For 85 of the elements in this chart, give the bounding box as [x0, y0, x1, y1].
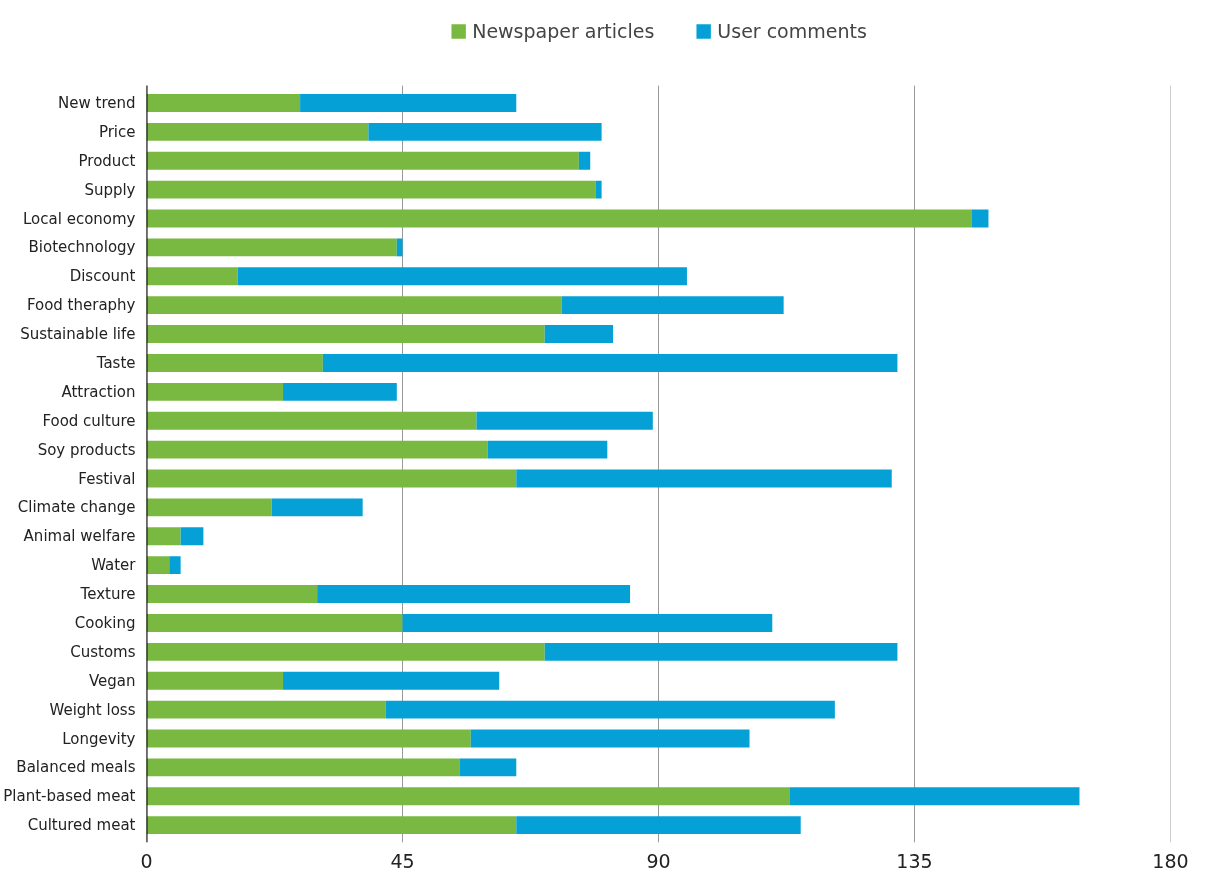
bar [237, 267, 687, 286]
x-tick-label: 135 [896, 849, 933, 872]
y-tick-label: Texture [79, 585, 136, 604]
bar [385, 700, 835, 719]
y-tick-label: Discount [69, 267, 136, 286]
bar [146, 700, 386, 719]
y-tick-label: Product [78, 151, 136, 170]
bar [283, 382, 397, 401]
bar [146, 238, 397, 257]
bar [459, 758, 517, 777]
bar [544, 325, 613, 344]
bar [146, 440, 488, 459]
legend-label: User comments [717, 20, 867, 42]
bar [516, 469, 892, 488]
bar [283, 671, 500, 690]
x-tick-label: 90 [646, 849, 671, 872]
y-tick-label: Food theraphy [26, 296, 136, 315]
y-tick-label: Longevity [62, 729, 136, 748]
bar [578, 151, 591, 170]
bar [146, 353, 323, 372]
bar [146, 816, 517, 835]
bar [146, 325, 545, 344]
bar [146, 267, 238, 286]
bar [146, 151, 579, 170]
bar [146, 209, 972, 228]
y-tick-label: Festival [78, 469, 136, 488]
bar [146, 180, 596, 199]
bar [180, 527, 204, 546]
bar [322, 353, 898, 372]
bar [146, 382, 284, 401]
bar [516, 816, 801, 835]
bar [146, 729, 471, 748]
bar [146, 498, 272, 517]
y-tick-label: Cultured meat [27, 816, 136, 835]
bar [402, 613, 773, 632]
bar [561, 296, 784, 315]
y-tick-label: Animal welfare [23, 527, 136, 546]
bar [146, 93, 301, 112]
y-tick-label: Supply [84, 180, 136, 199]
bar [146, 758, 460, 777]
y-tick-label: Local economy [23, 209, 136, 228]
bar [146, 527, 181, 546]
x-tick-label: 0 [140, 849, 153, 872]
bar [470, 729, 750, 748]
y-tick-label: Customs [70, 642, 136, 661]
bar [146, 556, 170, 575]
bar [971, 209, 989, 228]
y-tick-label: Food culture [42, 411, 136, 430]
bar [146, 642, 545, 661]
y-tick-label: Taste [95, 353, 136, 372]
bar [146, 296, 562, 315]
bar [544, 642, 898, 661]
bar [146, 613, 403, 632]
y-tick-label: Climate change [17, 498, 136, 517]
bar [169, 556, 181, 575]
bar [271, 498, 363, 517]
y-tick-label: Price [98, 122, 136, 141]
bar [146, 122, 369, 141]
y-tick-label: Attraction [61, 382, 136, 401]
y-tick-label: Balanced meals [16, 758, 136, 777]
legend-label: Newspaper articles [472, 20, 655, 42]
y-tick-label: New trend [58, 93, 136, 112]
bar [317, 585, 631, 604]
bar [146, 787, 790, 806]
bar [300, 93, 517, 112]
bar [146, 585, 318, 604]
bar [476, 411, 653, 430]
y-tick-label: Sustainable life [20, 325, 136, 344]
y-tick-label: Cooking [74, 613, 136, 632]
y-tick-label: Soy products [37, 440, 136, 459]
x-tick-label: 45 [390, 849, 415, 872]
bar [789, 787, 1080, 806]
y-tick-label: Water [91, 556, 137, 575]
bar [146, 469, 517, 488]
y-tick-label: Weight loss [49, 700, 136, 719]
bar [368, 122, 602, 141]
bar [595, 180, 602, 199]
y-tick-label: Vegan [88, 671, 136, 690]
bar [396, 238, 403, 257]
x-tick-label: 180 [1152, 849, 1189, 872]
bar [146, 671, 284, 690]
bar [146, 411, 477, 430]
y-tick-label: Biotechnology [28, 238, 136, 257]
bar [487, 440, 608, 459]
y-tick-label: Plant-based meat [3, 787, 136, 806]
